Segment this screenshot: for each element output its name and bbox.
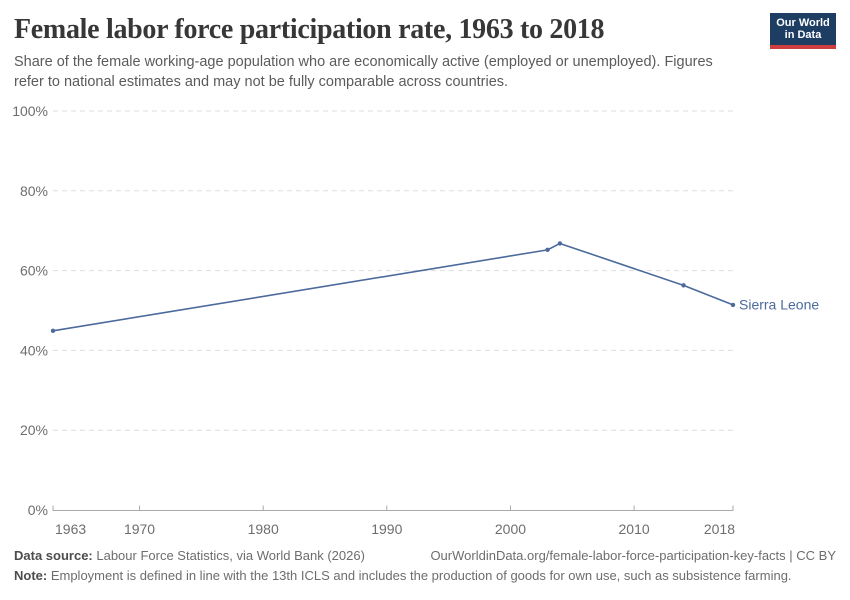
x-tick-label: 1963 <box>55 521 86 537</box>
chart-area: 0% 20% 40% 60% 80% 100% 1963 1970 1980 1990 2000 20… <box>0 95 850 545</box>
chart-footer: Data source: Labour Force Statistics, vi… <box>14 546 836 586</box>
chart-subtitle: Share of the female working-age populati… <box>14 54 713 90</box>
owid-logo[interactable]: Our World in Data <box>770 13 836 49</box>
owid-logo-stripe <box>770 45 836 49</box>
chart-title: Female labor force participation rate, 1… <box>14 14 605 45</box>
x-tick-label: 2010 <box>619 521 650 537</box>
y-tick-label: 100% <box>12 103 48 119</box>
y-tick-label: 80% <box>20 183 48 199</box>
footer-note-row: Note: Employment is defined in line with… <box>14 566 836 586</box>
y-tick-label: 20% <box>20 422 48 438</box>
data-point[interactable] <box>557 241 563 246</box>
data-source-line: Data source: Labour Force Statistics, vi… <box>14 546 365 566</box>
note-label: Note: <box>14 568 48 583</box>
data-point[interactable] <box>730 302 736 308</box>
data-point[interactable] <box>545 247 550 253</box>
data-point[interactable] <box>681 283 686 288</box>
line-chart-canvas[interactable]: 0% 20% 40% 60% 80% 100% 1963 1970 1980 1990 2000 20… <box>0 95 850 545</box>
note-text: Employment is defined in line with the 1… <box>47 568 792 583</box>
data-point[interactable] <box>50 328 56 334</box>
y-tick-label: 60% <box>20 263 48 279</box>
data-source-text: Labour Force Statistics, via World Bank … <box>92 548 365 563</box>
x-tick-label: 1990 <box>371 521 402 537</box>
owid-logo-line1: Our World <box>776 16 830 29</box>
license-link[interactable]: OurWorldinData.org/female-labor-force-pa… <box>430 548 836 563</box>
x-tick-label: 2000 <box>495 521 526 537</box>
x-tick-label: 1970 <box>124 521 155 537</box>
y-tick-label: 40% <box>20 342 48 358</box>
data-source-label: Data source: <box>14 548 93 563</box>
series-label[interactable]: Sierra Leone <box>739 296 819 312</box>
footer-sources-row: Data source: Labour Force Statistics, vi… <box>14 546 836 566</box>
series-line[interactable] <box>52 242 734 332</box>
x-tick-label: 1980 <box>248 521 279 537</box>
owid-logo-text: Our World in Data <box>770 13 836 45</box>
y-tick-label: 0% <box>28 502 48 518</box>
x-tick-label: 2018 <box>704 521 735 537</box>
owid-logo-line2: in Data <box>784 29 822 41</box>
